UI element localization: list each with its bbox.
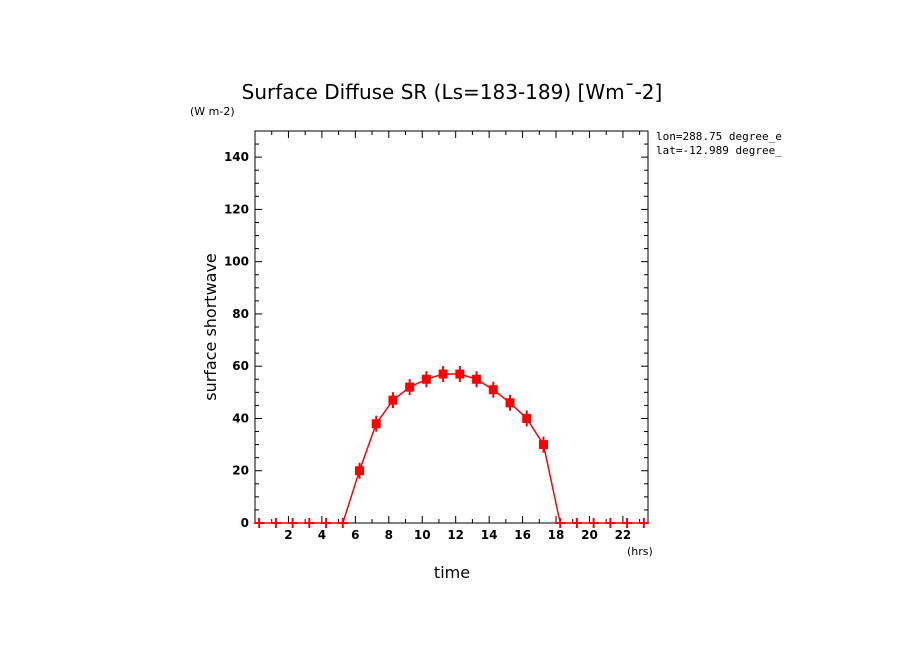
data-point [472,371,482,388]
data-point [522,410,532,427]
x-tick-label: 12 [447,528,464,542]
annotation-lat: lat=-12.989 degree_ [656,144,782,157]
series-layer [254,366,649,528]
data-point [270,518,281,528]
x-tick-label: 18 [548,528,565,542]
annotation-lon: lon=288.75 degree_e [656,130,782,143]
data-point [638,518,649,528]
data-point [405,379,415,396]
y-axis: 0 20 40 60 80 100 120 140 [224,130,648,530]
data-point [371,415,381,432]
y-tick-label: 140 [224,150,249,164]
y-axis-label: surface shortwave [201,253,220,401]
y-tick-label: 20 [232,464,249,478]
y-tick-label: 60 [232,359,249,373]
x-tick-label: 6 [351,528,359,542]
x-tick-label: 2 [284,528,292,542]
data-point [287,518,298,528]
data-point [421,371,431,388]
y-tick-label: 0 [241,516,249,530]
data-point [388,392,398,409]
y-tick-label: 40 [232,411,249,425]
units-label: (W m-2) [190,105,235,118]
data-point [254,518,265,528]
x-tick-label: 8 [385,528,393,542]
chart-title: Surface Diffuse SR (Ls=183-189) [Wm¯-2] [242,80,663,104]
data-point [622,518,633,528]
x-tick-label: 20 [581,528,598,542]
x-tick-label: 14 [481,528,498,542]
data-point [571,518,582,528]
y-tick-label: 80 [232,307,249,321]
x-units-label: (hrs) [627,545,653,558]
data-point [455,366,465,383]
data-point [438,366,448,383]
data-point [337,518,348,528]
x-axis: 2 4 6 8 10 12 14 16 18 20 22 [271,131,641,542]
x-tick-label: 22 [615,528,632,542]
data-point [588,518,599,528]
y-tick-label: 120 [224,202,249,216]
x-tick-label: 10 [414,528,431,542]
data-point [355,462,365,479]
x-axis-label: time [434,563,470,582]
x-tick-label: 16 [514,528,531,542]
y-tick-label: 100 [224,255,249,269]
x-tick-label: 4 [318,528,326,542]
series-line [259,373,644,524]
plot-frame [254,130,649,524]
data-point [605,518,616,528]
data-point [505,394,515,411]
data-point [555,518,566,528]
data-point [304,518,315,528]
data-point [488,381,498,398]
data-point [321,518,332,528]
data-point [538,436,548,453]
